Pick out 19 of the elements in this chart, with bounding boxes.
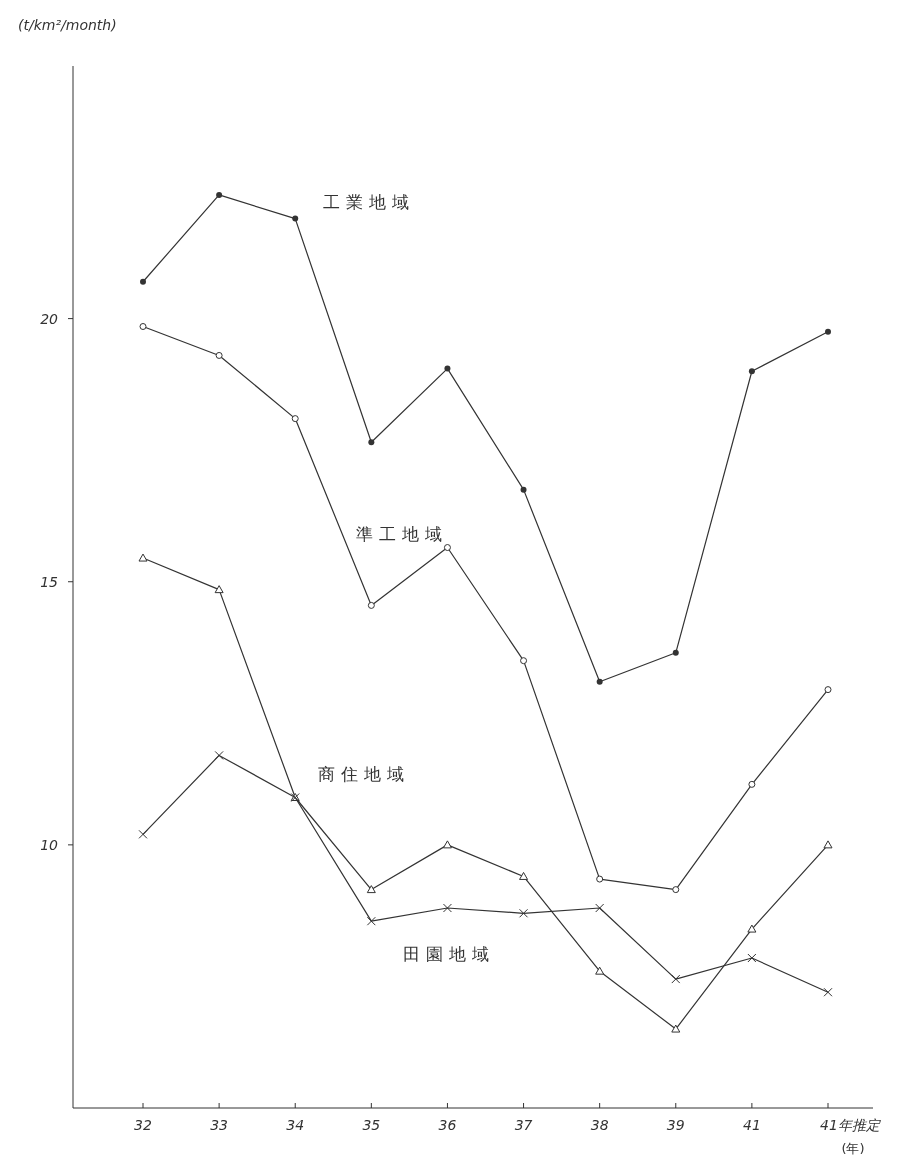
x-tick-label: 39 [666, 1117, 685, 1133]
series-label: 準工地域 [356, 524, 448, 544]
x-tick-label: 32 [134, 1117, 152, 1133]
x-tick-label: 34 [286, 1117, 305, 1133]
y-tick-label: 15 [40, 573, 59, 590]
x-tick-label: 37 [514, 1117, 533, 1133]
x-tick-label: 36 [438, 1117, 457, 1133]
x-axis-title: (年) [841, 1141, 865, 1156]
x-tick-label: 35 [362, 1117, 381, 1133]
x-tick-label: 41年推定 [820, 1117, 881, 1133]
y-tick-label: 20 [40, 310, 59, 327]
series-label: 商住地域 [318, 764, 410, 784]
x-tick-label: 41 [742, 1117, 761, 1133]
series-label: 田園地域 [403, 944, 495, 964]
series-label: 工業地域 [323, 192, 415, 212]
x-tick-label: 33 [210, 1117, 229, 1133]
y-tick-label: 10 [40, 836, 59, 853]
y-axis-title: (t/km²/month) [18, 17, 117, 33]
x-tick-label: 38 [590, 1117, 609, 1133]
